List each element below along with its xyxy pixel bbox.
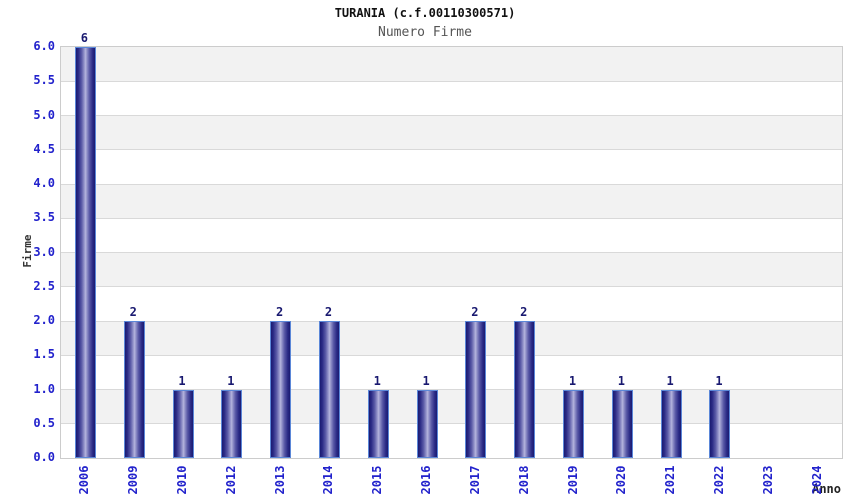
bar <box>318 321 340 458</box>
x-axis-tick-label: 2017 <box>467 465 482 495</box>
y-axis-tick-label: 4.0 <box>33 176 55 190</box>
bar-value-label: 2 <box>276 305 284 319</box>
y-axis-tick-label: 2.0 <box>33 313 55 327</box>
x-axis-tick-label: 2012 <box>223 465 238 495</box>
x-axis-tick-label: 2020 <box>614 465 629 495</box>
x-axis-tick-label: 2010 <box>175 465 190 495</box>
plot-band <box>61 184 842 219</box>
bar <box>465 321 487 458</box>
x-axis-tick-label: 2013 <box>272 465 287 495</box>
y-axis-tick-label: 5.0 <box>33 107 55 122</box>
bar <box>563 389 585 458</box>
y-axis-tick-label: 6.0 <box>33 39 55 53</box>
y-axis-tick-label: 5.5 <box>33 73 55 88</box>
x-axis-tick-label: 2006 <box>77 465 92 495</box>
chart-subtitle: Numero Firme <box>378 25 472 40</box>
bar <box>367 389 389 458</box>
x-axis-tick-label: 2019 <box>565 465 580 495</box>
gridline <box>61 354 842 356</box>
y-axis-tick-label: 0.0 <box>33 450 55 464</box>
gridline <box>61 423 842 425</box>
bar-value-label: 2 <box>520 305 528 319</box>
bar-value-label: 1 <box>715 373 723 388</box>
x-axis-tick-label: 2022 <box>711 465 726 495</box>
gridline <box>61 389 842 390</box>
x-axis-title: Anno <box>812 482 841 496</box>
bar-value-label: 1 <box>373 373 381 388</box>
gridline <box>61 149 842 151</box>
plot-band <box>61 115 842 150</box>
bar-value-label: 2 <box>129 305 137 319</box>
gridline <box>61 320 842 322</box>
gridline <box>61 252 842 253</box>
bar-value-label: 1 <box>568 373 577 388</box>
bar-value-label: 1 <box>227 373 235 388</box>
gridline <box>61 286 842 288</box>
bar <box>416 389 438 458</box>
bar <box>660 389 682 458</box>
bar-value-label: 1 <box>617 373 625 388</box>
plot-band <box>61 252 842 287</box>
bar-value-label: 1 <box>666 373 674 388</box>
x-axis-tick-label: 2021 <box>663 465 678 495</box>
plot-band <box>61 149 842 184</box>
x-axis-tick-label: 2014 <box>321 465 336 495</box>
y-axis-tick-label: 2.5 <box>33 278 55 293</box>
bar-value-label: 2 <box>471 305 479 319</box>
bar-value-label: 1 <box>178 373 186 388</box>
bar <box>123 321 145 458</box>
plot-band <box>61 218 842 253</box>
plot-band <box>61 321 842 356</box>
bar-value-label: 2 <box>324 305 333 319</box>
x-axis-tick-label: 2016 <box>419 465 434 495</box>
x-axis-tick-label: 2009 <box>126 465 141 495</box>
gridline <box>61 217 842 219</box>
gridline <box>61 80 842 82</box>
plot-band <box>61 47 842 82</box>
bar <box>270 321 292 458</box>
bar <box>709 389 731 458</box>
y-axis-tick-label: 0.5 <box>33 415 55 430</box>
x-axis-tick-label: 2015 <box>370 465 385 495</box>
plot-band <box>61 355 842 390</box>
y-axis-tick-label: 3.5 <box>33 210 55 225</box>
y-axis-tick-label: 3.0 <box>33 244 55 259</box>
bar <box>514 321 536 458</box>
plot-area <box>60 46 843 459</box>
bar <box>74 47 96 458</box>
plot-band <box>61 81 842 116</box>
y-axis-tick-label: 1.0 <box>33 381 55 396</box>
chart-title: TURANIA (c.f.00110300571) <box>334 6 516 20</box>
plot-band <box>61 286 842 321</box>
y-axis-tick-label: 4.5 <box>33 141 55 156</box>
bar-value-label: 1 <box>422 373 430 388</box>
x-axis-tick-label: 2018 <box>516 465 531 495</box>
y-axis-tick-label: 1.5 <box>33 347 55 362</box>
x-axis-tick-label: 2023 <box>760 465 775 495</box>
bar <box>611 389 633 458</box>
bar <box>172 389 194 458</box>
bar <box>221 389 243 458</box>
gridline <box>61 183 842 185</box>
gridline <box>61 115 842 116</box>
x-axis-tick-label: 2024 <box>809 465 824 495</box>
bar-value-label: 6 <box>80 31 89 45</box>
